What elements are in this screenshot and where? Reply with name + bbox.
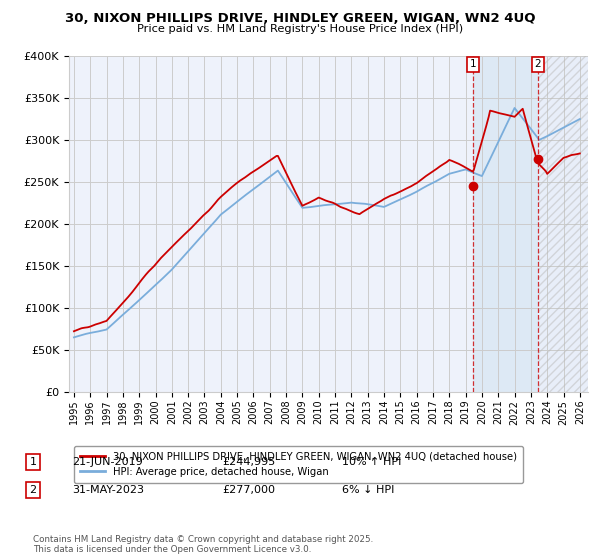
Text: 2: 2 — [535, 59, 541, 69]
Text: £244,995: £244,995 — [222, 457, 275, 467]
Bar — [473, 56, 538, 392]
Text: 6% ↓ HPI: 6% ↓ HPI — [342, 485, 394, 495]
Bar — [538, 56, 588, 392]
Bar — [538, 56, 588, 392]
Text: 10% ↑ HPI: 10% ↑ HPI — [342, 457, 401, 467]
Text: 21-JUN-2019: 21-JUN-2019 — [72, 457, 143, 467]
Text: £277,000: £277,000 — [222, 485, 275, 495]
Text: 2: 2 — [29, 485, 37, 495]
Text: Price paid vs. HM Land Registry's House Price Index (HPI): Price paid vs. HM Land Registry's House … — [137, 24, 463, 34]
Text: 31-MAY-2023: 31-MAY-2023 — [72, 485, 144, 495]
Legend: 30, NIXON PHILLIPS DRIVE, HINDLEY GREEN, WIGAN, WN2 4UQ (detached house), HPI: A: 30, NIXON PHILLIPS DRIVE, HINDLEY GREEN,… — [74, 446, 523, 483]
Text: Contains HM Land Registry data © Crown copyright and database right 2025.
This d: Contains HM Land Registry data © Crown c… — [33, 535, 373, 554]
Text: 1: 1 — [470, 59, 476, 69]
Text: 1: 1 — [29, 457, 37, 467]
Bar — [538, 56, 588, 392]
Text: 30, NIXON PHILLIPS DRIVE, HINDLEY GREEN, WIGAN, WN2 4UQ: 30, NIXON PHILLIPS DRIVE, HINDLEY GREEN,… — [65, 12, 535, 25]
